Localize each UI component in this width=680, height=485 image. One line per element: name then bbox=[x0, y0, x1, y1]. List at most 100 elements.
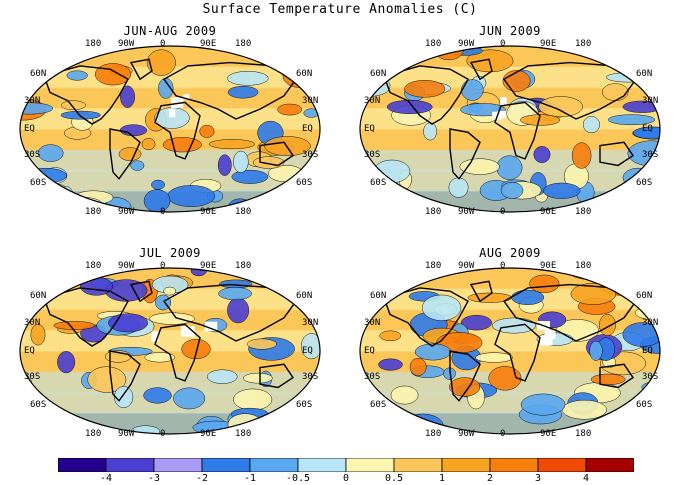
latitude-label-left: 60S bbox=[370, 400, 387, 410]
latitude-label-left: 30N bbox=[24, 96, 41, 106]
colorbar-swatch bbox=[297, 458, 347, 472]
colorbar-swatch bbox=[585, 458, 634, 472]
longitude-label: 180 bbox=[85, 39, 102, 49]
longitude-label: 180 bbox=[575, 429, 592, 439]
latitude-label-left: 60N bbox=[370, 291, 387, 301]
latitude-label-right: 30S bbox=[642, 150, 659, 160]
latitude-label-left: 30N bbox=[24, 318, 41, 328]
colorbar-swatch bbox=[441, 458, 491, 472]
panel-title: JUN-AUG 2009 bbox=[123, 24, 217, 38]
longitude-label: 180 bbox=[235, 207, 252, 217]
latitude-label-left: 30S bbox=[24, 372, 41, 382]
latitude-label-left: 60S bbox=[30, 178, 47, 188]
colorbar-swatch bbox=[153, 458, 203, 472]
longitude-label: 0 bbox=[500, 429, 506, 439]
colorbar-tick-label: -4 bbox=[99, 473, 113, 484]
latitude-label-right: 30N bbox=[302, 318, 319, 328]
latitude-label-right: 60N bbox=[636, 291, 653, 301]
longitude-label: 180 bbox=[235, 39, 252, 49]
colorbar-tick-label: 4 bbox=[582, 473, 590, 484]
latitude-label-right: 30N bbox=[302, 96, 319, 106]
longitude-label: 180 bbox=[425, 261, 442, 271]
figure-title: Surface Temperature Anomalies (C) bbox=[202, 2, 478, 17]
longitude-label: 180 bbox=[575, 207, 592, 217]
longitude-label: 90E bbox=[540, 429, 557, 439]
longitude-label: 90E bbox=[200, 39, 217, 49]
latitude-label-right: 60N bbox=[296, 69, 313, 79]
longitude-label: 90W bbox=[118, 39, 135, 49]
longitude-label: 0 bbox=[160, 207, 166, 217]
latitude-label-right: EQ bbox=[302, 346, 313, 356]
longitude-label: 0 bbox=[160, 261, 166, 271]
panel-title: JUN 2009 bbox=[479, 24, 541, 38]
latitude-label-right: EQ bbox=[642, 124, 653, 134]
longitude-label: 180 bbox=[425, 39, 442, 49]
longitude-label: 90E bbox=[200, 261, 217, 271]
latitude-label-left: EQ bbox=[24, 346, 35, 356]
colorbar-swatch bbox=[58, 458, 107, 472]
robinson-map bbox=[359, 45, 661, 213]
latitude-label-right: 30N bbox=[642, 318, 659, 328]
latitude-label-left: 30S bbox=[364, 150, 381, 160]
colorbar-tick-label: -2 bbox=[195, 473, 209, 484]
latitude-label-left: 60S bbox=[370, 178, 387, 188]
robinson-map bbox=[19, 45, 321, 213]
longitude-label: 180 bbox=[85, 207, 102, 217]
latitude-label-right: 60S bbox=[296, 400, 313, 410]
latitude-label-right: 30N bbox=[642, 96, 659, 106]
colorbar-swatch bbox=[393, 458, 443, 472]
latitude-label-left: EQ bbox=[364, 124, 375, 134]
latitude-label-right: 60N bbox=[636, 69, 653, 79]
longitude-label: 0 bbox=[500, 207, 506, 217]
latitude-label-right: EQ bbox=[642, 346, 653, 356]
longitude-label: 90W bbox=[458, 429, 475, 439]
longitude-label: 180 bbox=[425, 429, 442, 439]
colorbar-tick-label: 0.5 bbox=[384, 473, 404, 484]
latitude-label-left: 60N bbox=[30, 69, 47, 79]
colorbar-tick-label: -3 bbox=[147, 473, 161, 484]
latitude-label-left: 60S bbox=[30, 400, 47, 410]
map-panel-aug: AUG 2009 180 180 90W 90W 0 0 90E 90E 180 180 60N 30N… bbox=[340, 222, 680, 452]
colorbar-tick-label: 3 bbox=[534, 473, 542, 484]
colorbar-tick-label: -1 bbox=[243, 473, 257, 484]
longitude-label: 180 bbox=[85, 429, 102, 439]
latitude-label-right: 30S bbox=[642, 372, 659, 382]
latitude-label-left: 30S bbox=[24, 150, 41, 160]
latitude-label-left: 30N bbox=[364, 96, 381, 106]
panel-title: AUG 2009 bbox=[479, 246, 541, 260]
colorbar-swatch bbox=[489, 458, 539, 472]
longitude-label: 90W bbox=[118, 207, 135, 217]
longitude-label: 90E bbox=[540, 39, 557, 49]
longitude-label: 90E bbox=[200, 207, 217, 217]
longitude-label: 90W bbox=[118, 429, 135, 439]
latitude-label-right: 30S bbox=[302, 150, 319, 160]
longitude-label: 90W bbox=[458, 207, 475, 217]
longitude-label: 0 bbox=[160, 39, 166, 49]
colorbar-tick-label: -0.5 bbox=[285, 473, 311, 484]
longitude-label: 0 bbox=[500, 261, 506, 271]
longitude-label: 90E bbox=[200, 429, 217, 439]
colorbar-swatch bbox=[201, 458, 251, 472]
latitude-label-left: 60N bbox=[30, 291, 47, 301]
longitude-label: 90E bbox=[540, 261, 557, 271]
longitude-label: 90W bbox=[118, 261, 135, 271]
map-panel-jun-aug: JUN-AUG 2009 180 180 90W 90W 0 0 90E 90E 180 180 60… bbox=[0, 0, 340, 230]
longitude-label: 0 bbox=[500, 39, 506, 49]
robinson-map bbox=[19, 267, 321, 435]
longitude-label: 180 bbox=[575, 261, 592, 271]
latitude-label-left: 30N bbox=[364, 318, 381, 328]
latitude-label-right: 30S bbox=[302, 372, 319, 382]
longitude-label: 180 bbox=[85, 261, 102, 271]
map-panel-jun: JUN 2009 180 180 90W 90W 0 0 90E 90E 180 180 60N 30N… bbox=[340, 0, 680, 230]
longitude-label: 180 bbox=[425, 207, 442, 217]
latitude-label-right: 60S bbox=[636, 400, 653, 410]
colorbar-swatch bbox=[537, 458, 587, 472]
latitude-label-left: EQ bbox=[364, 346, 375, 356]
longitude-label: 90E bbox=[540, 207, 557, 217]
latitude-label-right: 60N bbox=[296, 291, 313, 301]
colorbar-swatch bbox=[345, 458, 395, 472]
longitude-label: 0 bbox=[160, 429, 166, 439]
latitude-label-left: 30S bbox=[364, 372, 381, 382]
colorbar-tick-label: 2 bbox=[486, 473, 494, 484]
latitude-label-left: EQ bbox=[24, 124, 35, 134]
